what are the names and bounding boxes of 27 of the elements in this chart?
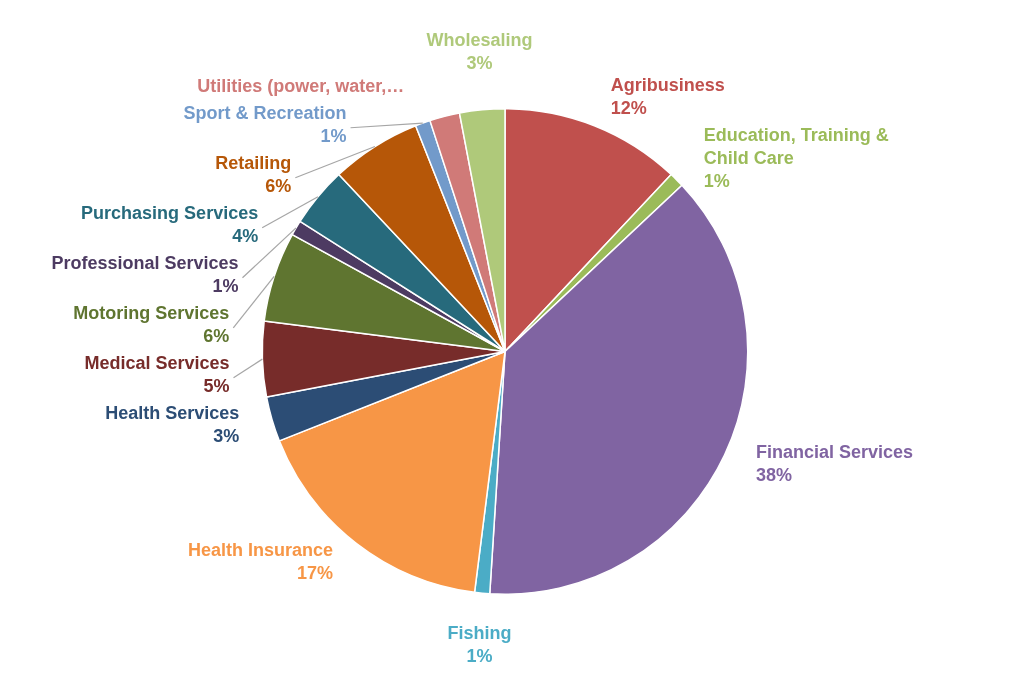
slice-label: Health Services [105,402,240,423]
slice-label: Wholesaling [426,29,533,50]
data-label: 1% [703,170,730,191]
slice-label: Sport & Recreation [183,102,347,123]
slice-label: Fishing [447,623,512,644]
data-label: 1% [466,646,493,667]
data-label: 3% [466,52,493,73]
data-label: 5% [203,375,230,396]
slice-label: Health Insurance [188,540,334,561]
data-label: 6% [265,175,292,196]
slice-label: Motoring Services [73,302,230,323]
data-label: 38% [755,464,793,485]
data-label: 6% [203,325,230,346]
slice-label: Financial Services [755,441,914,462]
data-label: 17% [297,563,334,584]
slice-label: Agribusiness [610,74,725,95]
slice-label: Utilities (power, water,… [197,75,405,96]
slice-label: Education, Training & Child Care [703,124,889,168]
data-label: 1% [212,275,239,296]
data-label: 1% [320,125,347,146]
slice-label: Professional Services [51,252,239,273]
data-label: 4% [232,225,259,246]
slice-label: Purchasing Services [81,202,259,223]
data-label: 3% [213,425,240,446]
data-label: 12% [610,97,647,118]
slice-label: Medical Services [84,352,230,373]
slice-label: Retailing [215,152,292,173]
